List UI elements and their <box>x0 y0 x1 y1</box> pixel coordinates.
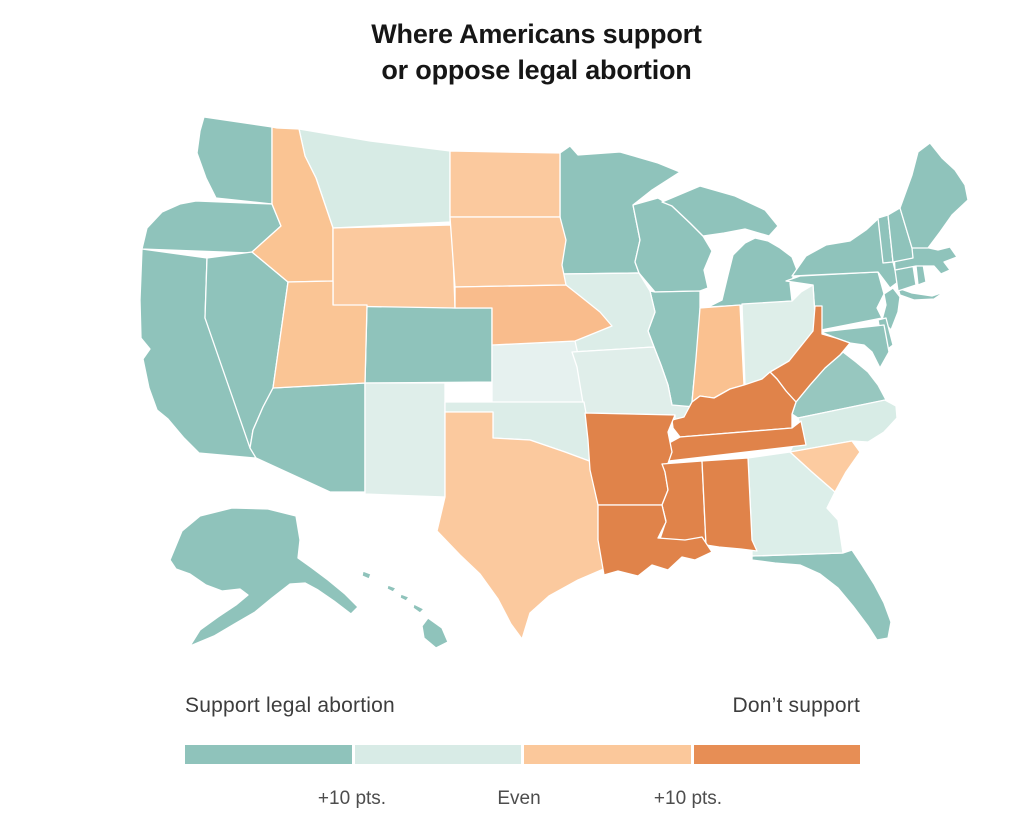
state-MI[interactable]: Michigan <box>661 185 779 237</box>
state-RI[interactable]: Rhode Island <box>915 263 927 286</box>
state-NY[interactable]: New York <box>897 287 945 301</box>
state-MI[interactable]: Michigan <box>707 237 798 308</box>
state-ND[interactable]: North Dakota <box>449 150 561 218</box>
legend-tick-support-10pts: +10 pts. <box>317 788 387 809</box>
state-LA[interactable]: Louisiana <box>597 504 713 577</box>
state-HI[interactable]: Hawaii <box>412 603 425 614</box>
legend-tick-even: Even <box>497 788 541 809</box>
state-UT[interactable]: Utah <box>272 280 368 389</box>
swatch-oppose-lean <box>524 745 691 764</box>
legend-color-scale <box>185 745 860 764</box>
chart-title-line2: or oppose legal abortion <box>381 55 692 85</box>
state-FL[interactable]: Florida <box>751 549 892 641</box>
legend-left-label: Support legal abortion <box>185 694 395 717</box>
chart-title: Where Americans support or oppose legal … <box>0 16 1015 88</box>
state-AK[interactable]: Alaska <box>169 507 359 647</box>
state-CO[interactable]: Colorado <box>364 304 493 384</box>
state-HI[interactable]: Hawaii <box>399 593 410 602</box>
legend-ticks: +10 pts. Even +10 pts. <box>185 788 860 812</box>
state-NH[interactable]: New Hampshire <box>887 207 914 263</box>
legend-labels: Support legal abortion Don’t support <box>185 694 860 718</box>
state-TX[interactable]: Texas <box>436 411 607 640</box>
swatch-support-strong <box>185 745 352 764</box>
state-AR[interactable]: Arkansas <box>584 412 676 506</box>
state-WA[interactable]: Washington <box>196 116 273 205</box>
state-HI[interactable]: Hawaii <box>361 570 372 580</box>
state-WY[interactable]: Wyoming <box>332 224 456 309</box>
legend: Support legal abortion Don’t support +10… <box>185 694 860 812</box>
state-NE[interactable]: Nebraska <box>454 284 613 346</box>
state-AZ[interactable]: Arizona <box>249 382 366 493</box>
state-SC[interactable]: South Carolina <box>789 440 861 493</box>
legend-tick-oppose-10pts: +10 pts. <box>653 788 723 809</box>
state-HI[interactable]: Hawaii <box>421 617 449 649</box>
state-WV[interactable]: West Virginia <box>769 305 851 403</box>
legend-right-label: Don’t support <box>732 694 860 717</box>
state-SD[interactable]: South Dakota <box>449 216 567 288</box>
state-HI[interactable]: Hawaii <box>386 584 397 593</box>
swatch-support-lean <box>354 745 521 764</box>
state-ME[interactable]: Maine <box>899 142 969 249</box>
state-MS[interactable]: Mississippi <box>658 460 707 550</box>
state-NM[interactable]: New Mexico <box>364 382 446 498</box>
state-KS[interactable]: Kansas <box>491 340 585 405</box>
state-AL[interactable]: Alabama <box>701 457 758 552</box>
swatch-oppose-strong <box>693 745 860 764</box>
chart-title-line1: Where Americans support <box>371 19 702 49</box>
